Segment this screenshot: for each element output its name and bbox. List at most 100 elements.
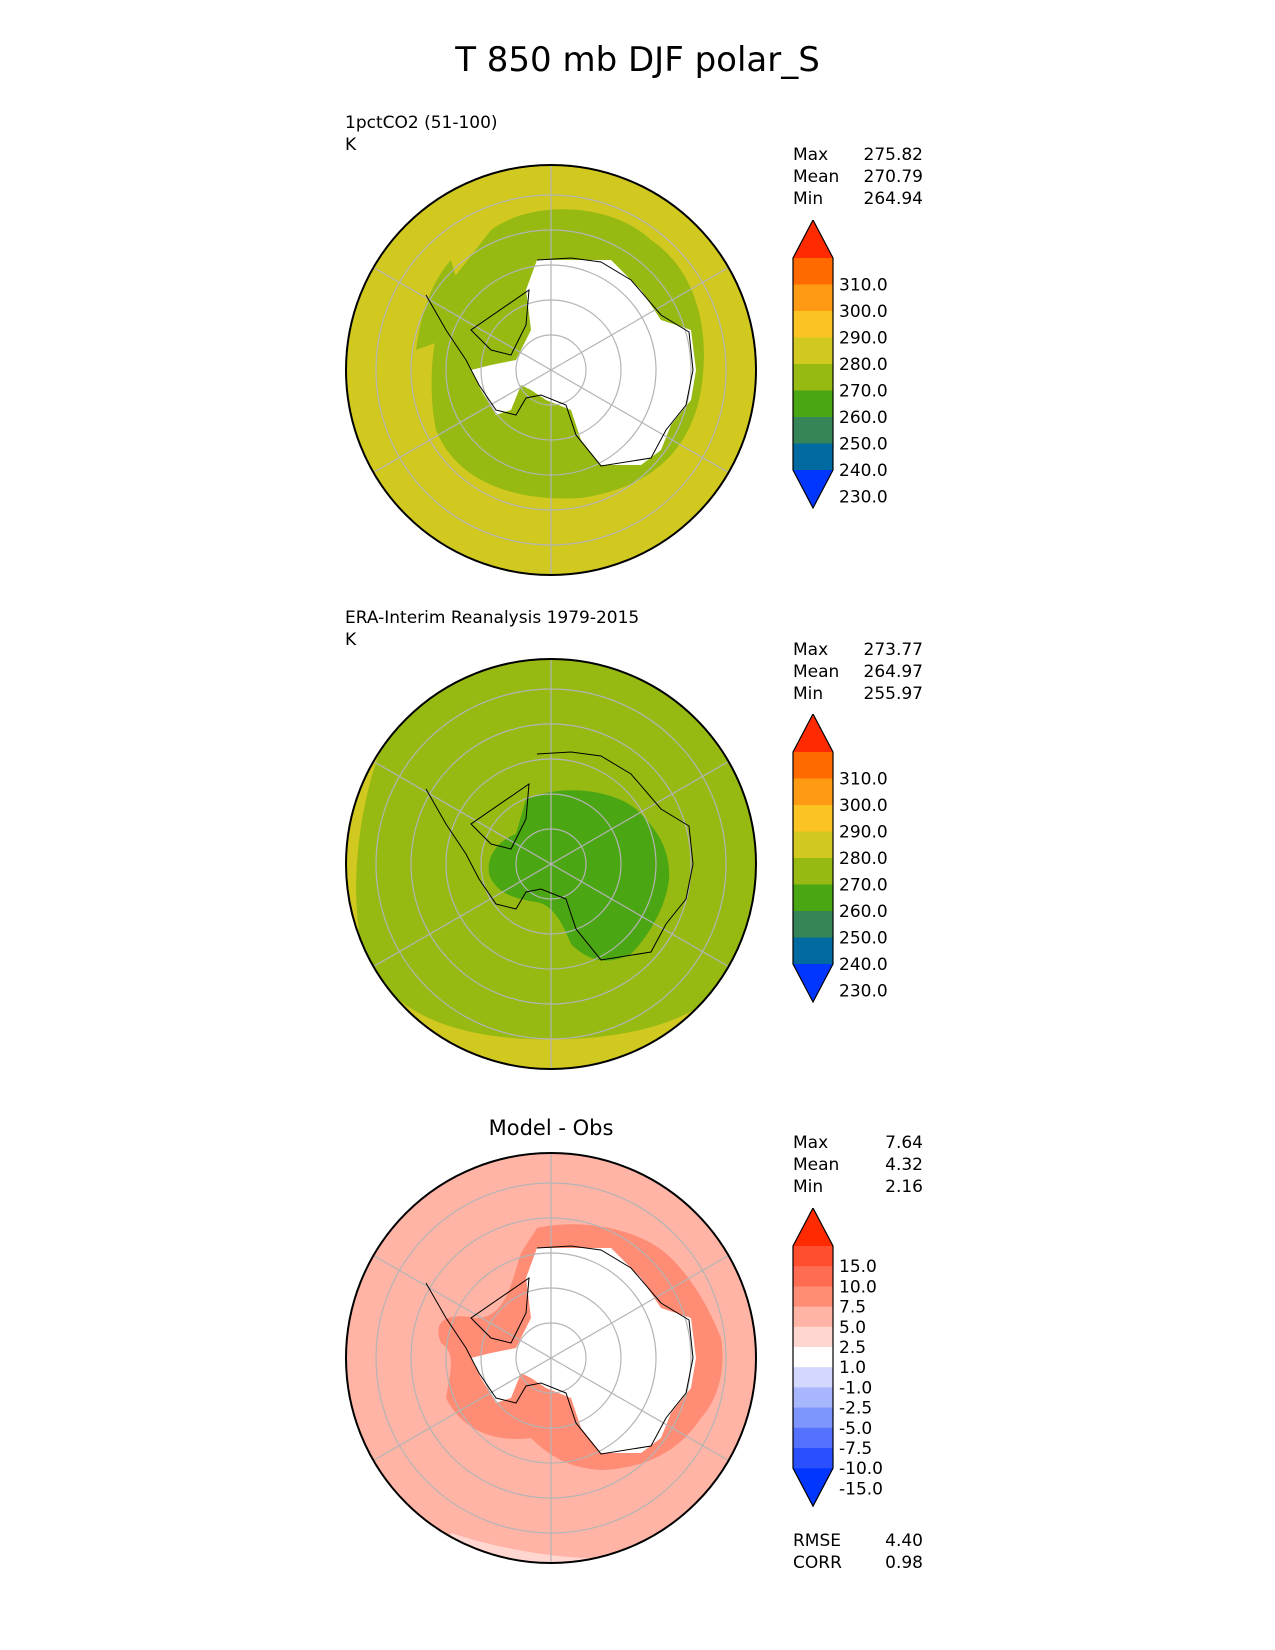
stat-min-value: 255.97: [863, 684, 923, 704]
map-boundary: [345, 658, 757, 1070]
panel-3-metrics: RMSE 4.40 CORR 0.98: [793, 1530, 923, 1574]
field-250-260: [488, 790, 670, 961]
map-boundary: [345, 164, 757, 576]
graticule: [373, 659, 729, 1069]
colorbar-tick-label: 250.0: [839, 435, 888, 455]
stat-label: Min: [793, 1177, 824, 1197]
panel-2-stats: Max 273.77 Mean 264.97 Min 255.97: [793, 639, 923, 705]
colorbar-segment: [793, 1246, 833, 1267]
colorbar-outline: [792, 714, 834, 1004]
colorbar-segment: [793, 1326, 833, 1348]
missing-data-region: [471, 1248, 696, 1453]
stat-label: Min: [793, 189, 824, 209]
panel-1-units: K: [345, 135, 357, 155]
coastline: [425, 751, 694, 961]
colorbar-segment: [793, 884, 833, 912]
panel-3-stats: Max 7.64 Mean 4.32 Min 2.16: [793, 1132, 923, 1198]
colorbar-outline: [792, 220, 834, 510]
stat-mean-value: 264.97: [863, 662, 923, 682]
colorbar-segment: [793, 1367, 833, 1388]
colorbar-tick-label: 270.0: [839, 382, 888, 402]
colorbar-segment: [793, 1266, 833, 1287]
colorbar-tick-label: -2.5: [839, 1399, 872, 1419]
colorbar-segment: [793, 752, 833, 779]
colorbar-outline: [792, 1208, 834, 1508]
colorbar-tick-label: 10.0: [839, 1277, 877, 1297]
graticule: [373, 165, 729, 575]
stat-label: Mean: [793, 662, 840, 682]
colorbar-tick-label: 15.0: [839, 1257, 877, 1277]
colorbar-segment: [793, 1286, 833, 1308]
colorbar-tick-label: 1.0: [839, 1358, 866, 1378]
colorbar-tick-label: 310.0: [839, 276, 888, 296]
stat-max-value: 7.64: [885, 1133, 923, 1153]
colorbar-tick-label: 240.0: [839, 955, 888, 975]
field-260-270: [416, 260, 471, 350]
panel-1-colorbar: 310.0 300.0 290.0 280.0 270.0 260.0 250.0 240.0…: [792, 220, 888, 510]
panel-1-label: 1pctCO2 (51-100): [345, 113, 498, 133]
panel-3-map: [345, 1152, 757, 1564]
colorbar-tick-label: -15.0: [839, 1479, 883, 1499]
colorbar-segment: [793, 284, 833, 312]
colorbar-extend-min: [793, 1468, 833, 1507]
colorbar-segment: [793, 1347, 833, 1368]
panel-1-title: 1pctCO2 (51-100) K: [345, 112, 498, 156]
colorbar-segment: [793, 805, 833, 832]
panel-1-map: [345, 164, 757, 576]
corr-value: 0.98: [885, 1553, 923, 1573]
colorbar-tick-label: 280.0: [839, 849, 888, 869]
colorbar-tick-label: 310.0: [839, 770, 888, 790]
missing-data-region: [471, 260, 696, 465]
colorbar-tick-label: 7.5: [839, 1298, 866, 1318]
colorbar-extend-max: [793, 1208, 833, 1246]
panel-2-units: K: [345, 630, 357, 650]
panel-3-title: Model - Obs: [488, 1116, 614, 1140]
panel-2-label: ERA-Interim Reanalysis 1979-2015: [345, 608, 640, 628]
stat-label: Mean: [793, 167, 840, 187]
colorbar-tick-label: 270.0: [839, 876, 888, 896]
colorbar-tick-label: 230.0: [839, 488, 888, 508]
colorbar-extend-min: [793, 964, 833, 1002]
panel-2-title: ERA-Interim Reanalysis 1979-2015 K: [345, 607, 639, 651]
figure-title: T 850 mb DJF polar_S: [455, 40, 820, 80]
colorbar-segment: [793, 443, 833, 471]
colorbar-segment: [793, 337, 833, 365]
colorbar-tick-label: -10.0: [839, 1459, 883, 1479]
colorbar-segment: [793, 778, 833, 806]
stat-min-value: 264.94: [863, 189, 923, 209]
stat-mean-value: 4.32: [885, 1155, 923, 1175]
colorbar-extend-min: [793, 470, 833, 508]
colorbar-segment: [793, 364, 833, 391]
metric-label: CORR: [793, 1553, 842, 1573]
colorbar-tick-label: 260.0: [839, 408, 888, 428]
colorbar-tick-label: 230.0: [839, 982, 888, 1002]
colorbar-tick-label: 2.5: [839, 1338, 866, 1358]
colorbar-segment: [793, 311, 833, 338]
colorbar-segment: [793, 858, 833, 885]
panel-3-colorbar: 15.010.07.55.02.51.0-1.0-2.5-5.0-7.5-10.…: [792, 1208, 883, 1508]
colorbar-segment: [793, 417, 833, 444]
panel-1-stats: Max 275.82 Mean 270.79 Min 264.94: [793, 144, 923, 210]
colorbar-tick-label: 300.0: [839, 302, 888, 322]
colorbar-tick-label: -7.5: [839, 1439, 872, 1459]
colorbar-tick-label: 290.0: [839, 329, 888, 349]
colorbar-segment: [793, 258, 833, 285]
colorbar-tick-label: 5.0: [839, 1318, 866, 1338]
stat-label: Mean: [793, 1155, 840, 1175]
colorbar-segment: [793, 1448, 833, 1469]
coastline: [425, 257, 694, 467]
colorbar-tick-label: 300.0: [839, 796, 888, 816]
colorbar-tick-label: 290.0: [839, 823, 888, 843]
colorbar-tick-label: 260.0: [839, 902, 888, 922]
colorbar-tick-label: 250.0: [839, 929, 888, 949]
stat-mean-value: 270.79: [863, 167, 923, 187]
map-boundary: [345, 1152, 757, 1564]
stat-max-value: 273.77: [863, 640, 923, 660]
colorbar-segment: [793, 1407, 833, 1429]
colorbar-extend-max: [793, 714, 833, 752]
field-1-2.5: [431, 1533, 591, 1563]
colorbar-segment: [793, 911, 833, 938]
colorbar-tick-label: 240.0: [839, 461, 888, 481]
coastline: [425, 1245, 694, 1455]
panel-2-colorbar: 310.0 300.0 290.0 280.0 270.0 260.0 250.0 240.0…: [792, 714, 888, 1004]
